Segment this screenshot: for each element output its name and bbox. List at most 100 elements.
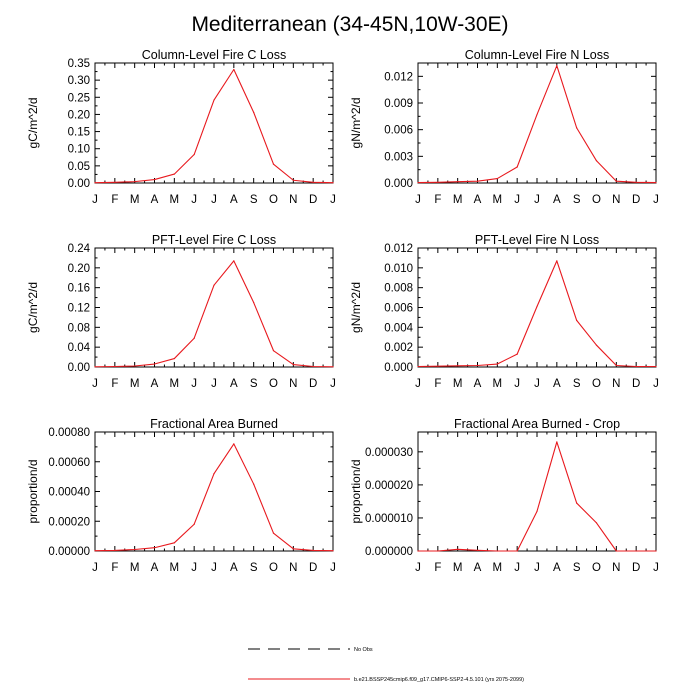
data-point [292,179,294,181]
data-point [114,181,116,183]
x-tick-label: S [573,378,581,390]
data-point [536,305,538,308]
y-tick-label: 0.00040 [48,487,90,499]
series-line [417,65,657,184]
data-point [417,181,419,184]
x-tick-label: M [453,194,463,206]
data-point [332,550,334,552]
panels: J F M A M J J A S O N D J0.000.050.100.150.200.250.3… [26,48,659,574]
y-tick-label: 0.00000 [48,546,90,558]
y-axis-label: gC/m^2/d [26,282,40,333]
series-line [417,260,656,368]
series-line [94,443,334,552]
x-tick-label: M [130,194,140,206]
data-point [292,363,294,366]
data-point [556,441,558,443]
x-tick-label: N [289,562,297,574]
chart-panel: J F M A M J J A S O N D J0.0000000.0000100.0000200.0… [349,417,659,574]
x-tick-label: A [474,562,482,574]
x-tick-label: J [534,378,540,390]
data-point [437,550,439,552]
x-tick-label: D [309,194,317,206]
x-tick-label: M [493,194,503,206]
y-tick-label: 0.15 [68,127,90,139]
x-tick-label: O [269,378,278,390]
data-point [233,68,235,71]
data-point [233,443,235,445]
data-point [272,163,275,165]
y-tick-label: 0.000030 [365,447,413,459]
data-point [417,365,419,368]
x-tick-label: A [553,378,561,390]
data-point [312,365,314,368]
data-point [615,180,617,182]
plot-frame [417,62,657,184]
x-tick-label: O [269,194,278,206]
data-point [332,366,334,368]
data-point [457,365,459,367]
chart-panel: J F M A M J J A S O N D J0.000000.000200.000400.0006… [26,417,336,574]
x-tick-label: A [230,562,238,574]
series-line [94,68,334,184]
x-tick-label: F [111,194,118,206]
data-point [655,181,657,184]
x-tick-label: M [130,378,140,390]
x-tick-label: O [592,194,601,206]
plot-frame [94,431,334,552]
data-point [312,181,314,183]
data-point [476,364,479,367]
x-tick-label: J [514,378,520,390]
data-point [233,260,235,262]
data-point [94,550,96,552]
figure-title: Mediterranean (34-45N,10W-30E) [191,13,508,36]
x-tick-label: J [92,562,98,574]
y-tick-label: 0.012 [384,243,413,255]
plot-frame [94,247,334,368]
data-point [496,363,498,365]
y-tick-label: 0.000020 [365,480,413,492]
y-tick-label: 0.00 [68,178,90,190]
data-point [595,522,598,524]
x-tick-label: F [434,194,441,206]
data-point [114,549,116,552]
x-tick-label: J [191,194,197,206]
panel-title: PFT-Level Fire N Loss [475,233,599,247]
data-point [576,502,578,504]
legend-label: No Obs [354,647,373,653]
x-tick-label: J [211,194,217,206]
x-tick-label: A [553,194,561,206]
x-tick-label: D [309,378,317,390]
x-tick-label: A [553,562,561,574]
y-axis-label: gC/m^2/d [26,98,40,149]
data-point [615,364,617,367]
x-tick-label: J [415,194,421,206]
y-tick-label: 0.000000 [365,546,413,558]
x-tick-label: F [434,562,441,574]
y-tick-label: 0.20 [68,263,90,275]
panel-title: PFT-Level Fire C Loss [152,233,276,247]
chart-panel: J F M A M J J A S O N D J0.000.040.080.120.160.200.2… [26,233,336,390]
x-tick-label: A [230,378,238,390]
data-point [312,549,314,552]
y-tick-label: 0.012 [384,71,413,83]
x-tick-label: M [453,562,463,574]
y-axis-label: gN/m^2/d [349,98,363,149]
x-tick-label: S [573,562,581,574]
y-tick-label: 0.009 [384,98,413,110]
data-point [516,166,518,168]
data-point [134,365,136,367]
chart-panel: J F M A M J J A S O N D J0.0000.0020.0040.0060.0080.… [349,233,659,390]
y-tick-label: 0.20 [68,109,90,121]
x-tick-label: M [170,378,180,390]
x-tick-label: D [632,378,640,390]
panel-title: Column-Level Fire C Loss [142,48,287,62]
y-tick-label: 0.004 [384,322,413,334]
y-tick-label: 0.35 [68,58,90,70]
y-tick-label: 0.10 [68,144,90,156]
data-point [576,127,578,129]
y-tick-label: 0.010 [384,263,413,275]
data-point [153,547,156,549]
data-point [193,153,195,156]
data-point [635,365,637,368]
data-point [253,301,255,304]
